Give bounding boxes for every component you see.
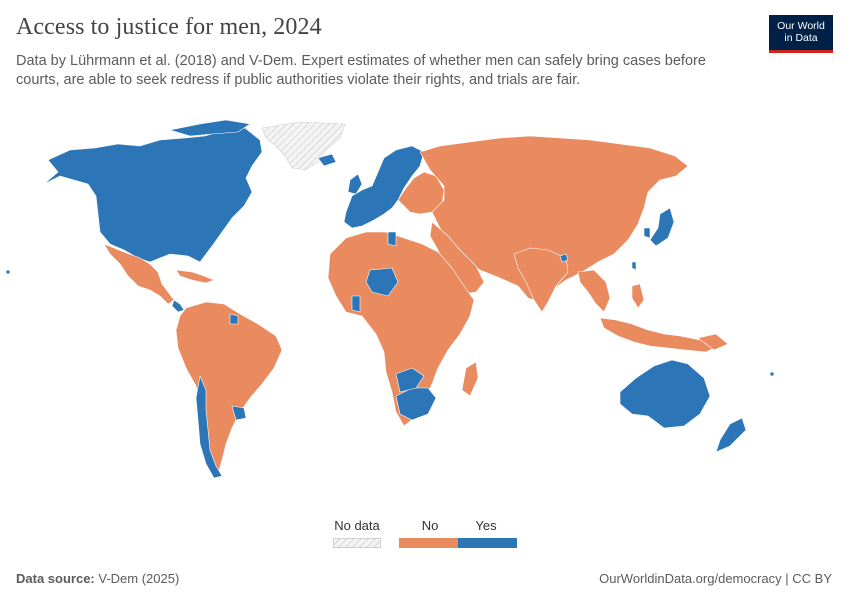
region-costa-rica[interactable] [171,299,185,313]
region-japan[interactable] [649,207,675,247]
legend-no-data-label: No data [334,518,380,533]
region-pacific-island[interactable] [769,371,775,377]
region-iceland[interactable] [317,153,337,167]
data-source-value[interactable]: V-Dem (2025) [94,571,180,586]
region-south-africa[interactable] [395,387,437,421]
legend: No data No Yes [330,518,530,550]
region-southeast-asia[interactable] [577,269,611,313]
chart-title: Access to justice for men, 2024 [16,14,322,40]
region-philippines[interactable] [631,283,645,309]
region-africa[interactable] [327,231,475,427]
region-suriname[interactable] [229,313,239,325]
region-chile[interactable] [195,375,223,479]
data-source: Data source: V-Dem (2025) [16,571,179,586]
world-map[interactable] [0,108,850,508]
region-indonesia[interactable] [599,317,719,353]
region-papua-new-guinea[interactable] [697,333,729,351]
region-new-zealand[interactable] [715,417,747,453]
region-hawaii[interactable] [5,269,11,275]
legend-no-swatch[interactable] [399,538,458,548]
region-south-asia[interactable] [513,247,569,313]
region-niger[interactable] [365,267,399,297]
legend-yes-label: Yes [475,518,497,533]
region-australia[interactable] [619,359,711,429]
region-caribbean[interactable] [175,269,215,284]
region-canada-islands[interactable] [169,119,251,137]
legend-yes-swatch[interactable] [458,538,517,548]
region-madagascar[interactable] [461,361,479,397]
region-greenland[interactable] [261,121,346,171]
logo-line-1: Our World [777,20,825,32]
region-south-america[interactable] [175,301,283,475]
region-mexico[interactable] [103,243,175,305]
region-south-korea[interactable] [643,227,651,239]
legend-no-label: No [421,518,439,533]
region-tunisia[interactable] [387,231,397,247]
data-source-label: Data source: [16,571,95,586]
region-namibia-botswana[interactable] [395,367,425,393]
region-ghana[interactable] [351,295,361,313]
footer-url[interactable]: OurWorldinData.org/democracy | CC BY [599,571,832,586]
legend-no-data-swatch[interactable] [333,538,381,548]
chart-subtitle: Data by Lührmann et al. (2018) and V-Dem… [16,53,706,88]
region-uk[interactable] [347,173,363,195]
region-bhutan[interactable] [559,253,569,263]
region-western-europe[interactable] [343,145,425,229]
region-uruguay[interactable] [231,405,247,421]
owid-logo[interactable]: Our World in Data [769,15,833,53]
logo-line-2: in Data [784,32,818,44]
region-taiwan[interactable] [631,261,637,271]
region-north-america[interactable] [43,127,263,263]
